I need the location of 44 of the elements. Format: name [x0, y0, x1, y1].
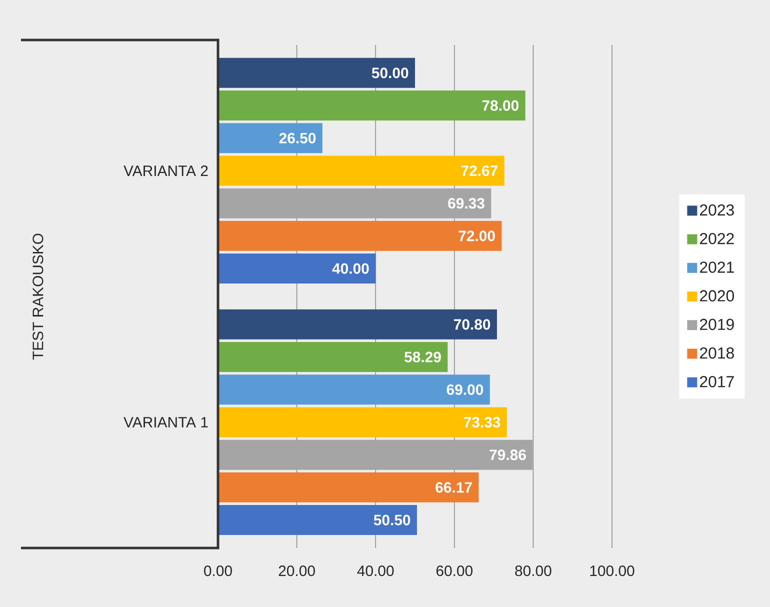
bar	[218, 188, 492, 218]
bar	[218, 123, 322, 154]
data-label: 58.29	[404, 352, 441, 362]
bar	[218, 342, 448, 372]
legend-label: 2021	[700, 262, 734, 273]
data-label: 50.50	[374, 514, 410, 526]
data-label: 69.00	[446, 384, 484, 395]
data-label: 72.67	[461, 165, 498, 176]
legend-label: 2020	[700, 290, 734, 302]
x-tick-label: 60.00	[436, 566, 473, 576]
legend-label: 2019	[700, 318, 734, 330]
bar	[218, 309, 497, 340]
text: TEST RAKOUSKO	[32, 234, 44, 360]
x-tick-label: 80.00	[515, 566, 552, 576]
x-tick-label: 40.00	[357, 566, 394, 576]
bar	[218, 220, 502, 251]
bar	[218, 90, 526, 121]
x-tick-label: 20.00	[278, 566, 315, 576]
y-tick-label: VARIANTA 1	[124, 417, 208, 428]
legend-label: 2018	[700, 347, 734, 359]
legend-label: 2022	[700, 232, 734, 244]
data-label: 70.80	[454, 319, 490, 330]
data-label: 79.86	[490, 450, 526, 460]
x-tick-label: 0.00	[204, 566, 232, 576]
data-label: 40.00	[332, 263, 369, 274]
legend-label: 2017	[700, 376, 734, 388]
bar	[218, 472, 479, 502]
bar	[218, 58, 416, 88]
y-tick-label: VARIANTA 2	[124, 166, 208, 176]
bar	[218, 156, 504, 186]
bar	[218, 254, 376, 284]
data-label: 78.00	[482, 100, 518, 111]
data-label: 73.33	[464, 416, 500, 428]
bar	[218, 374, 490, 405]
bar	[218, 505, 417, 536]
x-tick-label: 100.00	[590, 566, 634, 576]
data-label: 26.50	[279, 132, 316, 144]
bar	[218, 407, 507, 438]
data-label: 50.00	[372, 68, 408, 78]
data-label: 66.17	[436, 482, 472, 493]
legend-label: 2023	[700, 204, 734, 216]
bar	[218, 440, 533, 470]
data-label: 72.00	[458, 230, 495, 242]
data-label: 69.33	[448, 198, 484, 209]
